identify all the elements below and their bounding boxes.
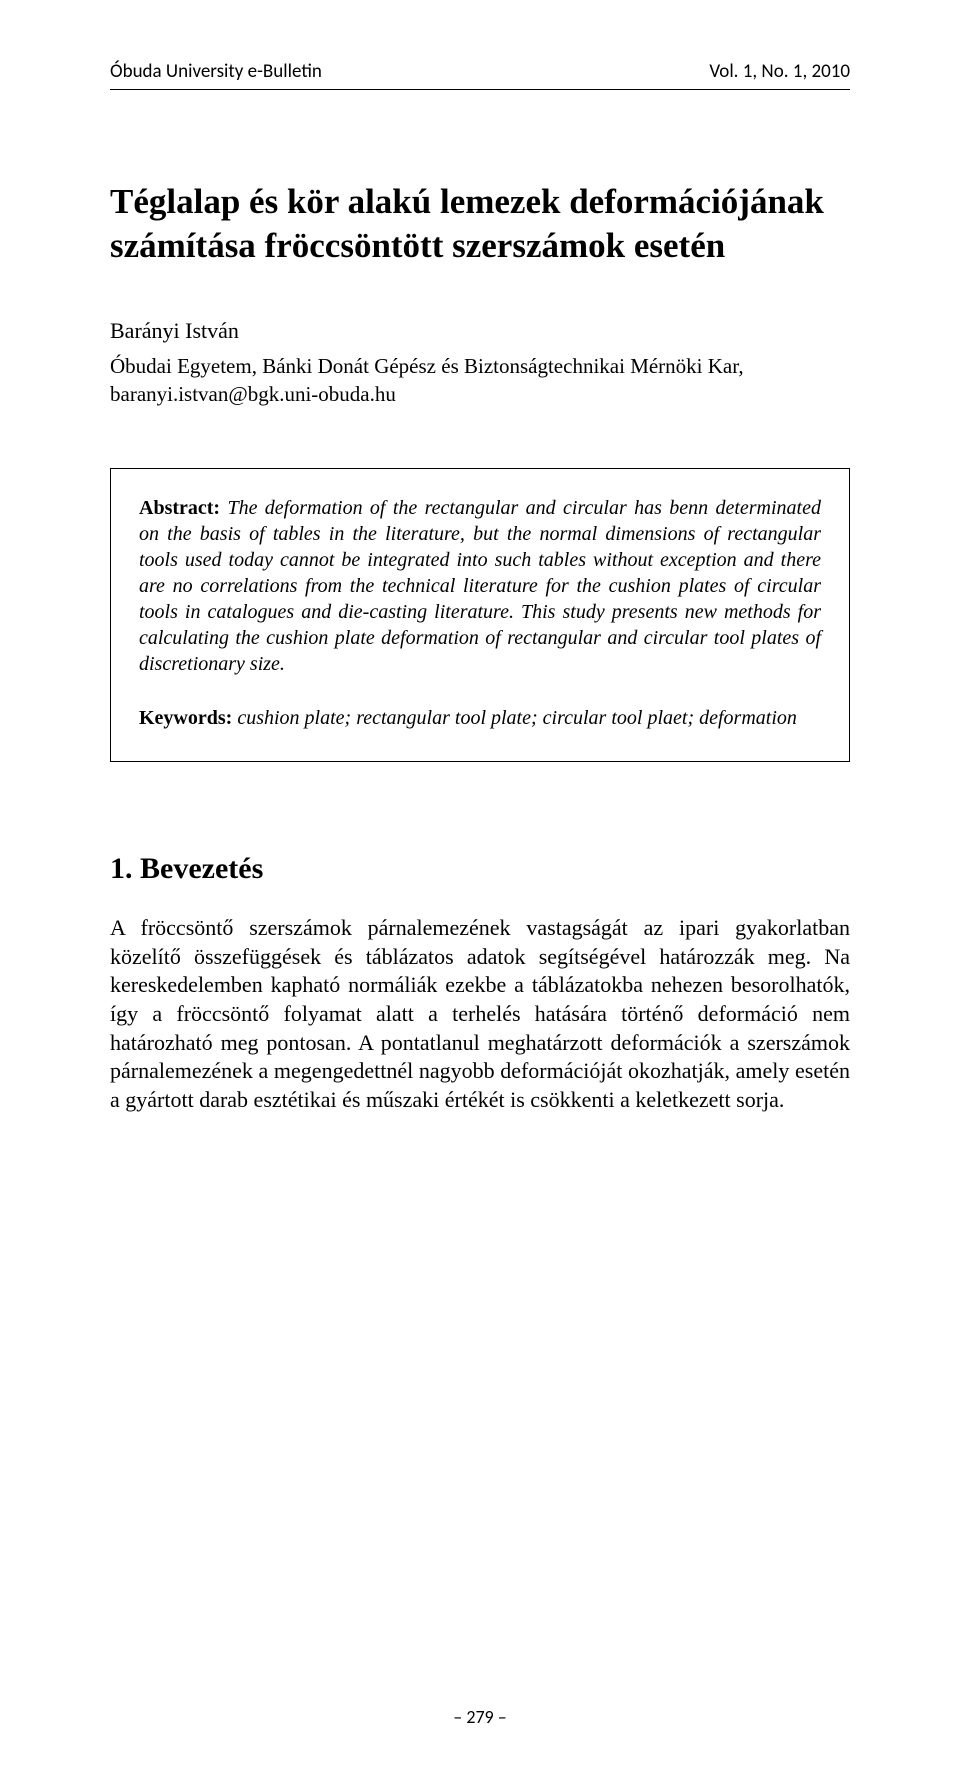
- header-issue: Vol. 1, No. 1, 2010: [709, 60, 850, 83]
- running-header: Óbuda University e-Bulletin Vol. 1, No. …: [110, 60, 850, 83]
- page-number: – 279 –: [0, 1706, 960, 1728]
- abstract-label: Abstract:: [139, 497, 220, 519]
- paper-title: Téglalap és kör alakú lemezek deformáció…: [110, 180, 850, 268]
- page: Óbuda University e-Bulletin Vol. 1, No. …: [0, 0, 960, 1778]
- section-1-body: A fröccsöntő szerszámok párnalemezének v…: [110, 914, 850, 1114]
- abstract-box: Abstract: The deformation of the rectang…: [110, 468, 850, 762]
- author-affiliation: Óbudai Egyetem, Bánki Donát Gépész és Bi…: [110, 352, 850, 409]
- author-name: Barányi István: [110, 318, 850, 344]
- keywords-paragraph: Keywords: cushion plate; rectangular too…: [139, 705, 821, 731]
- abstract-paragraph: Abstract: The deformation of the rectang…: [139, 495, 821, 677]
- abstract-body: The deformation of the rectangular and c…: [139, 497, 821, 675]
- section-heading-1: 1. Bevezetés: [110, 852, 850, 886]
- header-journal: Óbuda University e-Bulletin: [110, 60, 322, 83]
- keywords-label: Keywords:: [139, 707, 232, 729]
- keywords-body: cushion plate; rectangular tool plate; c…: [232, 707, 797, 729]
- header-rule: [110, 89, 850, 90]
